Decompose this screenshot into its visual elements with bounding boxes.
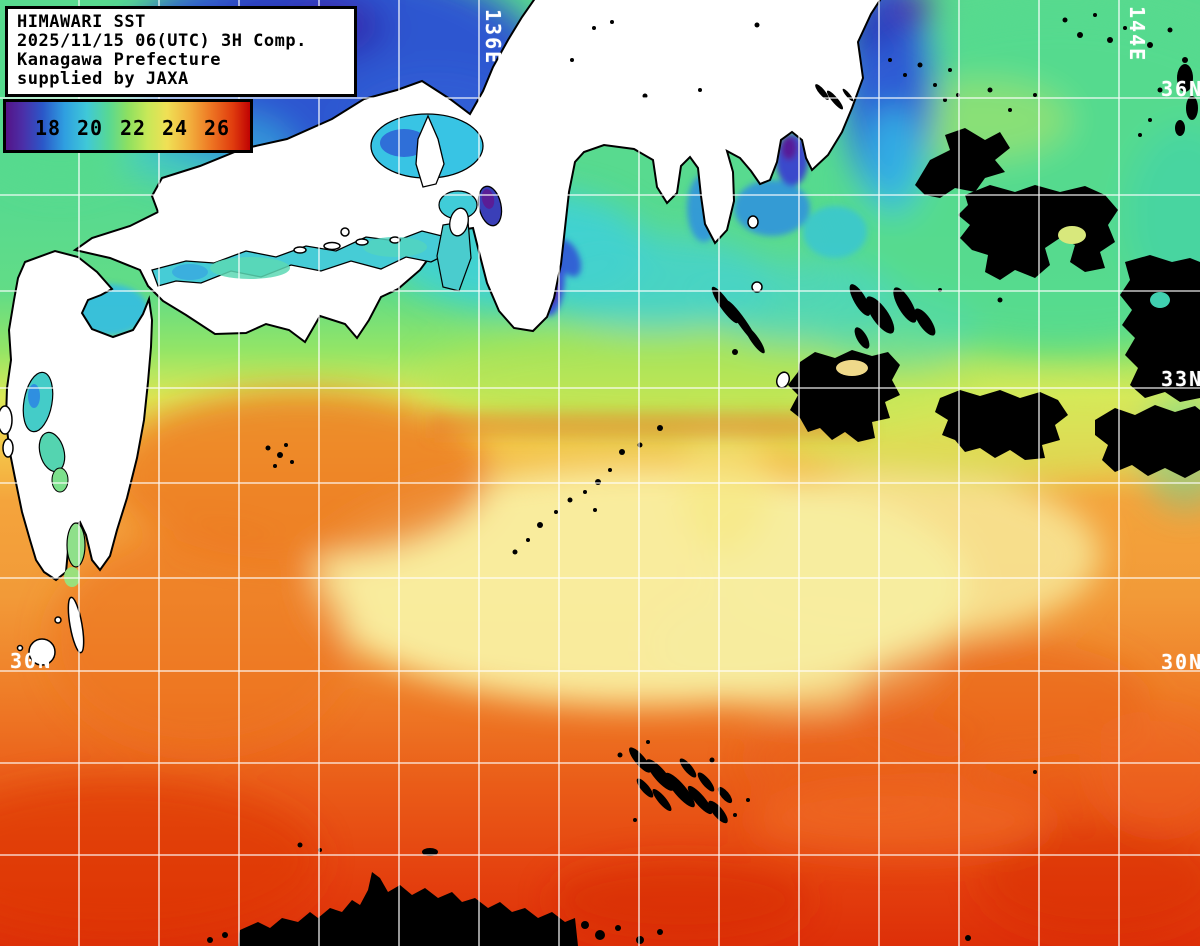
miyakejima-island (751, 281, 763, 293)
grid-label-lat-30n-left: 30N (10, 649, 53, 673)
grid-label-lon-136e: 136E (481, 9, 505, 66)
tanegashima-island (67, 596, 85, 654)
kagoshima-bay (66, 522, 86, 568)
map-datetime: 2025/11/15 06(UTC) 3H Comp. (17, 31, 307, 51)
colorbar-tick-24: 24 (161, 116, 189, 140)
wakasa-peninsula (415, 114, 445, 188)
colorbar-tick-26: 26 (203, 116, 231, 140)
inland-sea-and-bays (22, 113, 503, 587)
oshima-island (747, 215, 759, 229)
map-credit: supplied by JAXA (17, 69, 189, 89)
islands (0, 215, 791, 666)
awaji-island (449, 207, 469, 237)
grid-label-lat-30n-right: 30N (1161, 650, 1200, 674)
title-box: HIMAWARI SST 2025/11/15 06(UTC) 3H Comp.… (5, 6, 357, 97)
yakushima-island (28, 638, 56, 666)
colorbar-tick-20: 20 (76, 116, 104, 140)
grid-label-lon-144e: 144E (1125, 6, 1149, 63)
map-title: HIMAWARI SST (17, 12, 146, 32)
grid-label-lat-36n: 36N (1161, 77, 1200, 101)
grid-label-lat-33n: 33N (1161, 367, 1200, 391)
colorbar-tick-18: 18 (34, 116, 62, 140)
cloud-mask (207, 13, 1200, 946)
map-region: Kanagawa Prefecture (17, 50, 221, 70)
colorbar-tick-22: 22 (119, 116, 147, 140)
temperature-colorbar: 18 20 22 24 26 (3, 99, 253, 153)
